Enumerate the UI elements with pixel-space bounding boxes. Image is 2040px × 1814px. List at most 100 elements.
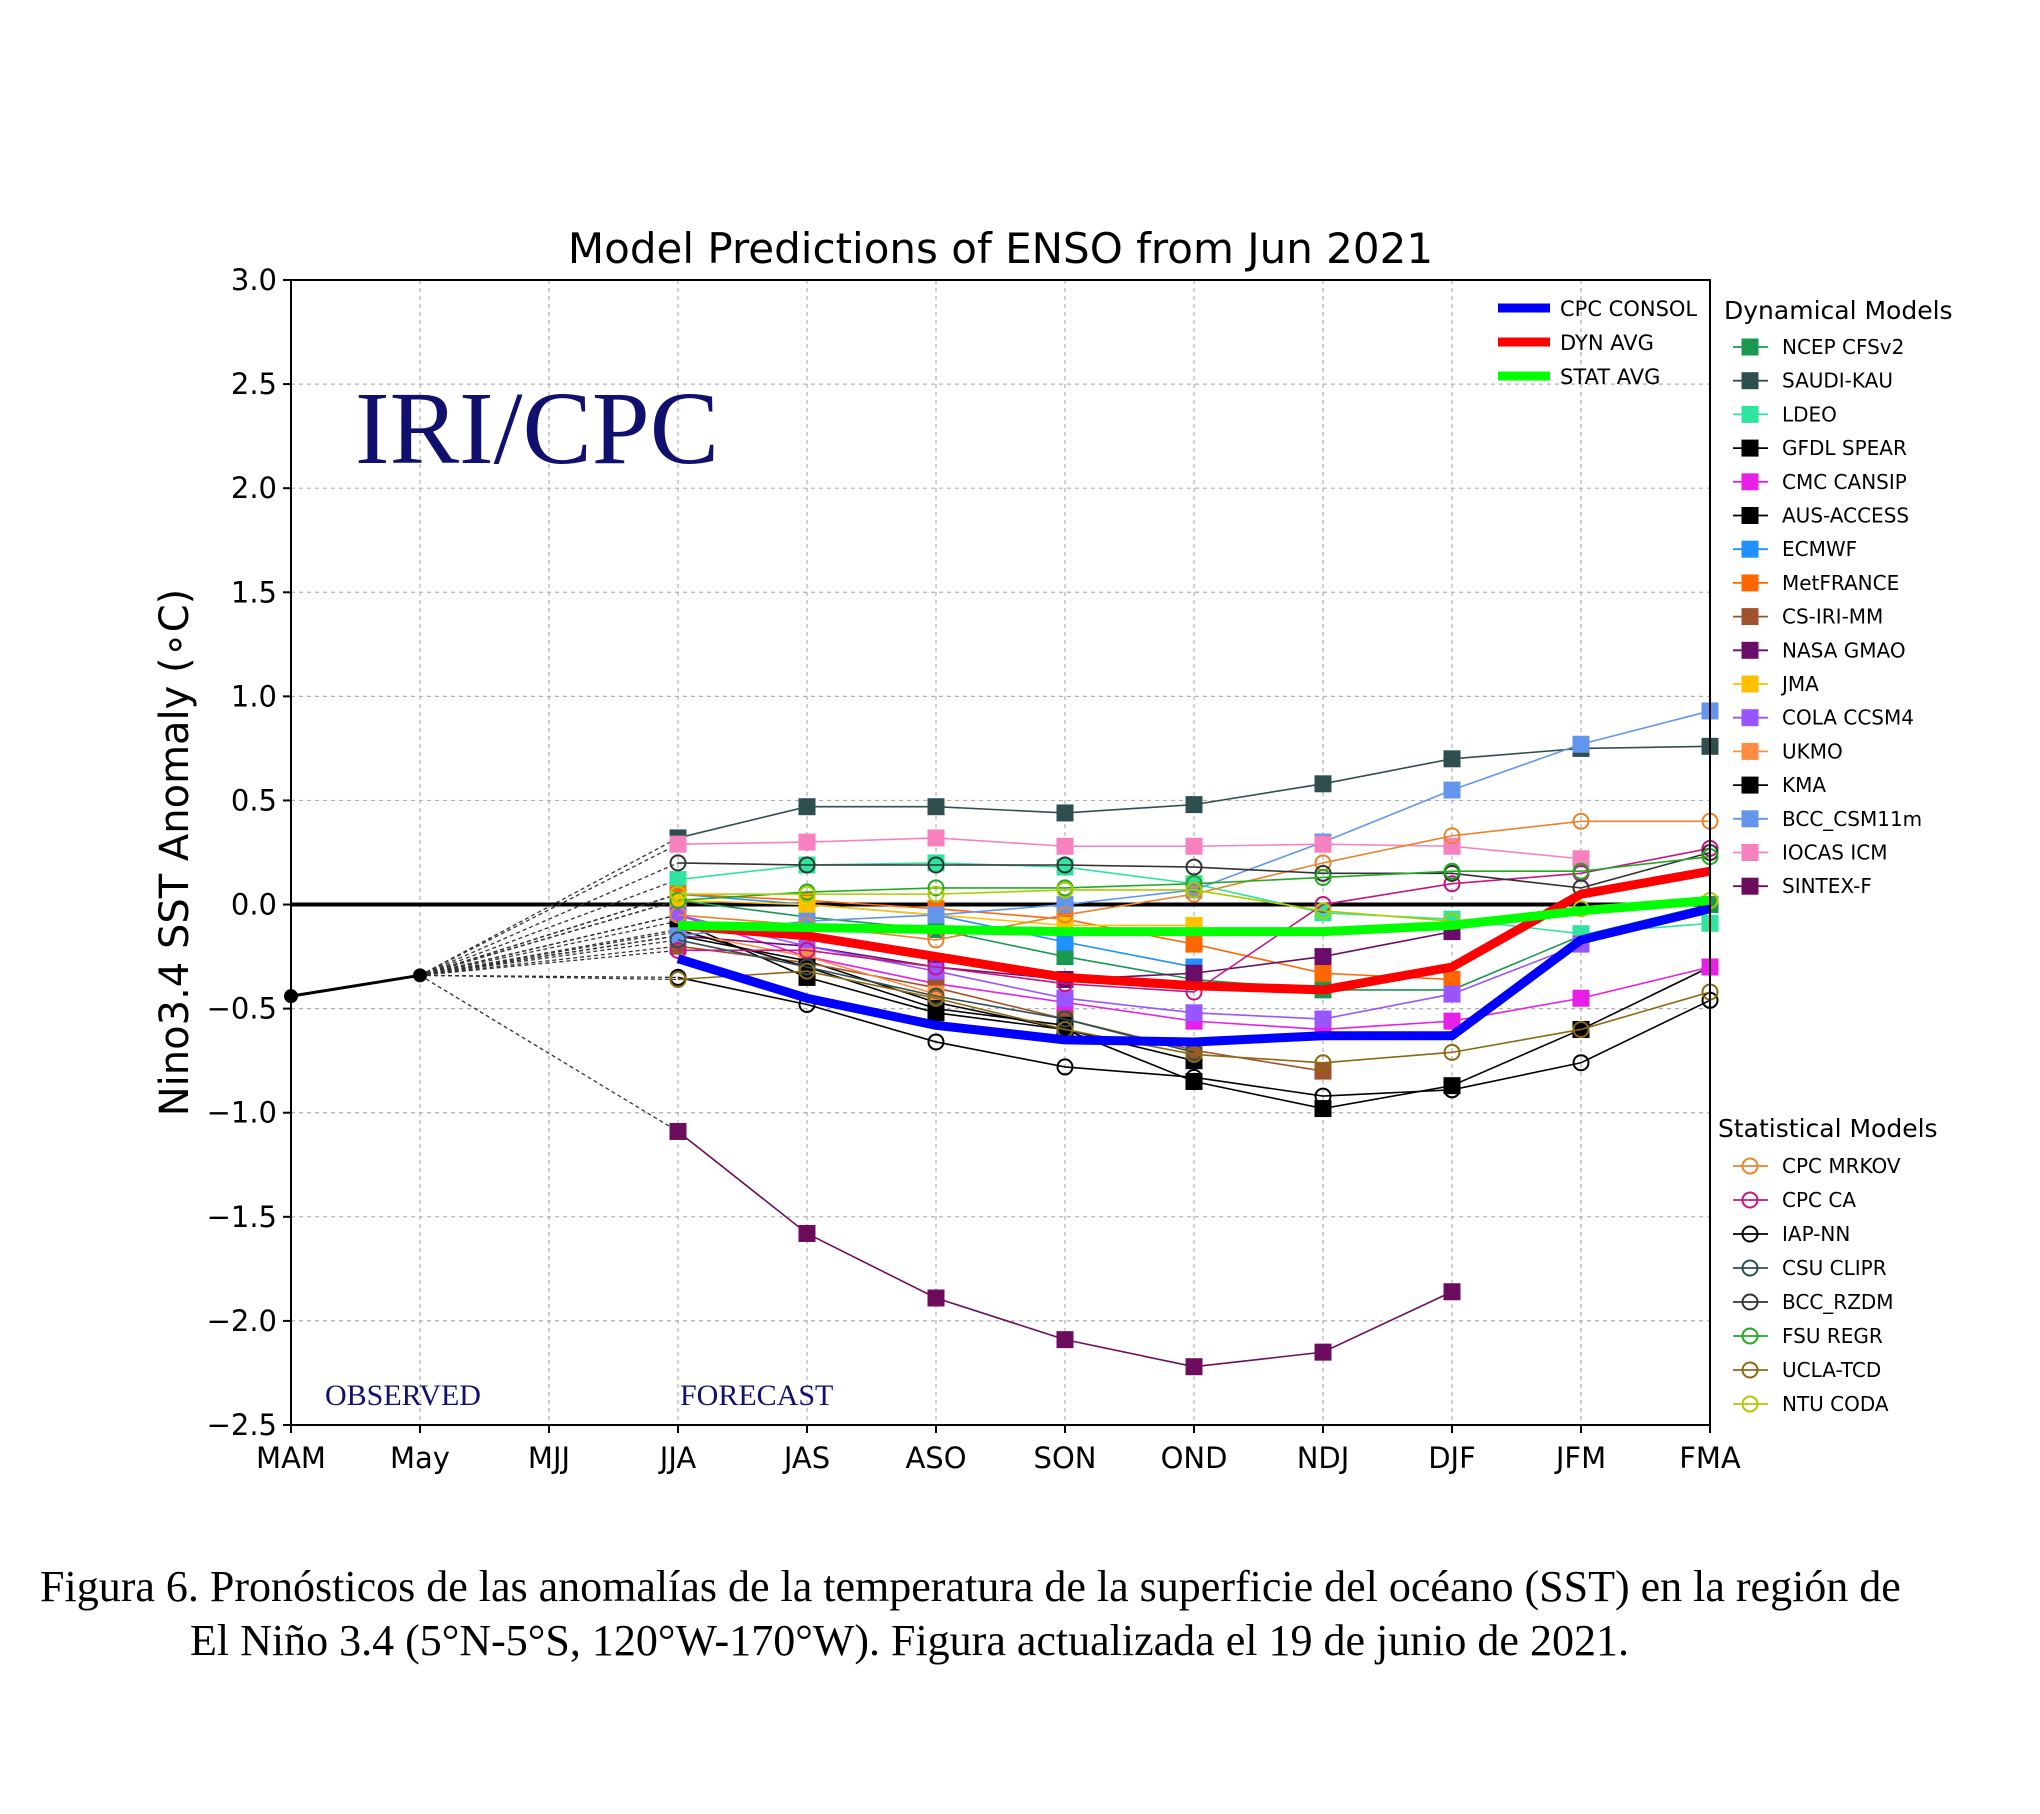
series-line xyxy=(677,851,1711,889)
series-point xyxy=(669,835,687,853)
connector-line xyxy=(419,939,679,976)
legend-label: CMC CANSIP xyxy=(1782,470,1907,494)
series-point xyxy=(1443,1283,1461,1301)
connector-line xyxy=(419,949,679,976)
legend-entry: BCC_RZDM xyxy=(1733,1290,1894,1314)
connector-line xyxy=(419,928,679,976)
series-point xyxy=(669,941,687,959)
x-tick-label: JJA xyxy=(658,1441,697,1475)
series-point xyxy=(927,989,945,1007)
legend-swatch-marker xyxy=(1741,776,1759,794)
y-tick-label: −1.5 xyxy=(207,1200,277,1234)
legend-label: CPC CA xyxy=(1782,1188,1856,1212)
x-tick-label: OND xyxy=(1161,1441,1228,1475)
legend-swatch-marker xyxy=(1741,473,1759,491)
y-axis-label: Nino3.4 SST Anomaly (∘C) xyxy=(152,589,198,1116)
series-line xyxy=(677,939,1195,1054)
legend-swatch-marker xyxy=(1741,810,1759,828)
legend-label: NASA GMAO xyxy=(1782,638,1906,662)
legend-label: NTU CODA xyxy=(1782,1392,1889,1416)
average-line-stat-avg xyxy=(677,895,1711,937)
legend-entry: SAUDI-KAU xyxy=(1733,369,1893,393)
series-point xyxy=(669,931,687,949)
series-point xyxy=(798,1224,816,1242)
connector-line xyxy=(419,974,679,981)
legend-swatch-marker xyxy=(1741,675,1759,693)
legend-entry: NASA GMAO xyxy=(1733,638,1906,662)
series-point xyxy=(1572,1054,1590,1072)
series-point xyxy=(798,962,816,980)
legend-swatch-marker xyxy=(1741,1259,1759,1277)
y-ticks: 3.0 2.5 2.0 1.5 1.0 0.5 0.0 −0.5 −1.0 −1.5 −2.0 −2.… xyxy=(207,263,291,1442)
legend-swatch-marker xyxy=(1741,1361,1759,1379)
series-line xyxy=(677,928,1066,1027)
legend-swatch-marker xyxy=(1741,574,1759,592)
plot-frame xyxy=(290,279,1711,1426)
legend-entry: LDEO xyxy=(1733,402,1837,426)
series-point xyxy=(927,829,945,847)
series-point xyxy=(1185,935,1203,953)
series-point xyxy=(1185,858,1203,876)
series-point xyxy=(1443,827,1461,845)
series-point xyxy=(1443,970,1461,988)
x-ticks: MAM May MJJ JJA JAS ASO SON OND NDJ DJF JFM FMA xyxy=(256,1425,1741,1475)
legend-swatch-marker xyxy=(1741,1191,1759,1209)
y-tick-label: −0.5 xyxy=(207,992,277,1026)
average-series xyxy=(676,866,1712,1047)
series-point xyxy=(1314,1087,1332,1105)
legend-entry: IAP-NN xyxy=(1733,1222,1850,1246)
y-tick-label: 2.5 xyxy=(231,367,277,401)
series-point xyxy=(1185,875,1203,893)
y-tick-label: −2.5 xyxy=(207,1408,277,1442)
legend-label: IOCAS ICM xyxy=(1782,841,1887,865)
series-line xyxy=(677,970,1711,1064)
x-tick-label: May xyxy=(390,1441,450,1475)
series-sintex-f xyxy=(669,1122,1461,1376)
series-point xyxy=(1314,775,1332,793)
series-point xyxy=(927,885,945,903)
legend-entry: COLA CCSM4 xyxy=(1733,706,1914,730)
legend-label: UCLA-TCD xyxy=(1782,1358,1881,1382)
series-point xyxy=(1572,1020,1590,1038)
figure-caption-line-2: El Niño 3.4 (5°N-5°S, 120°W-170°W). Figu… xyxy=(190,1616,1629,1665)
legend-swatch-marker xyxy=(1741,844,1759,861)
connector-line xyxy=(419,935,679,976)
legend-label: SINTEX-F xyxy=(1782,874,1872,898)
y-tick-label: 0.0 xyxy=(231,888,277,922)
connector-line xyxy=(419,920,679,976)
series-point xyxy=(1056,1331,1074,1349)
legend-label: NCEP CFSv2 xyxy=(1782,335,1904,359)
series-point xyxy=(1314,1343,1332,1361)
legend-label: SAUDI-KAU xyxy=(1782,369,1893,393)
legend-entry: ECMWF xyxy=(1733,537,1857,561)
series-point xyxy=(1443,985,1461,1003)
legend-entry: JMA xyxy=(1733,672,1819,696)
legend-label: CSU CLIPR xyxy=(1782,1256,1887,1280)
legend-swatch-marker xyxy=(1741,1225,1759,1243)
legend-entry: GFDL SPEAR xyxy=(1733,436,1907,460)
series-point xyxy=(1443,862,1461,880)
series-point xyxy=(1314,902,1332,920)
legend-swatch-marker xyxy=(1741,709,1759,727)
series-point xyxy=(1185,1004,1203,1022)
series-point xyxy=(1185,837,1203,855)
legend-label: ECMWF xyxy=(1782,537,1857,561)
legend-swatch-marker xyxy=(1741,338,1759,356)
connector-line xyxy=(419,974,679,1133)
statistical-legend: Statistical Models CPC MRKOV CPC CA IAP-NN C… xyxy=(1718,1114,1938,1416)
series-point xyxy=(798,958,816,976)
series-point xyxy=(1056,1010,1074,1028)
series-point xyxy=(669,885,687,903)
connector-lines xyxy=(419,837,679,1133)
legend-label: IAP-NN xyxy=(1782,1222,1850,1246)
chart-title: Model Predictions of ENSO from Jun 2021 xyxy=(568,224,1433,273)
series-point xyxy=(1443,875,1461,893)
connector-line xyxy=(419,899,679,976)
series-csu-clipr xyxy=(669,931,1203,1061)
iri-cpc-watermark: IRI/CPC xyxy=(355,371,719,486)
series-point xyxy=(669,891,687,909)
legend-label: CS-IRI-MM xyxy=(1782,605,1883,629)
legend-entry: AUS-ACCESS xyxy=(1733,504,1909,528)
y-tick-label: 2.0 xyxy=(231,471,277,505)
series-point xyxy=(1056,804,1074,822)
